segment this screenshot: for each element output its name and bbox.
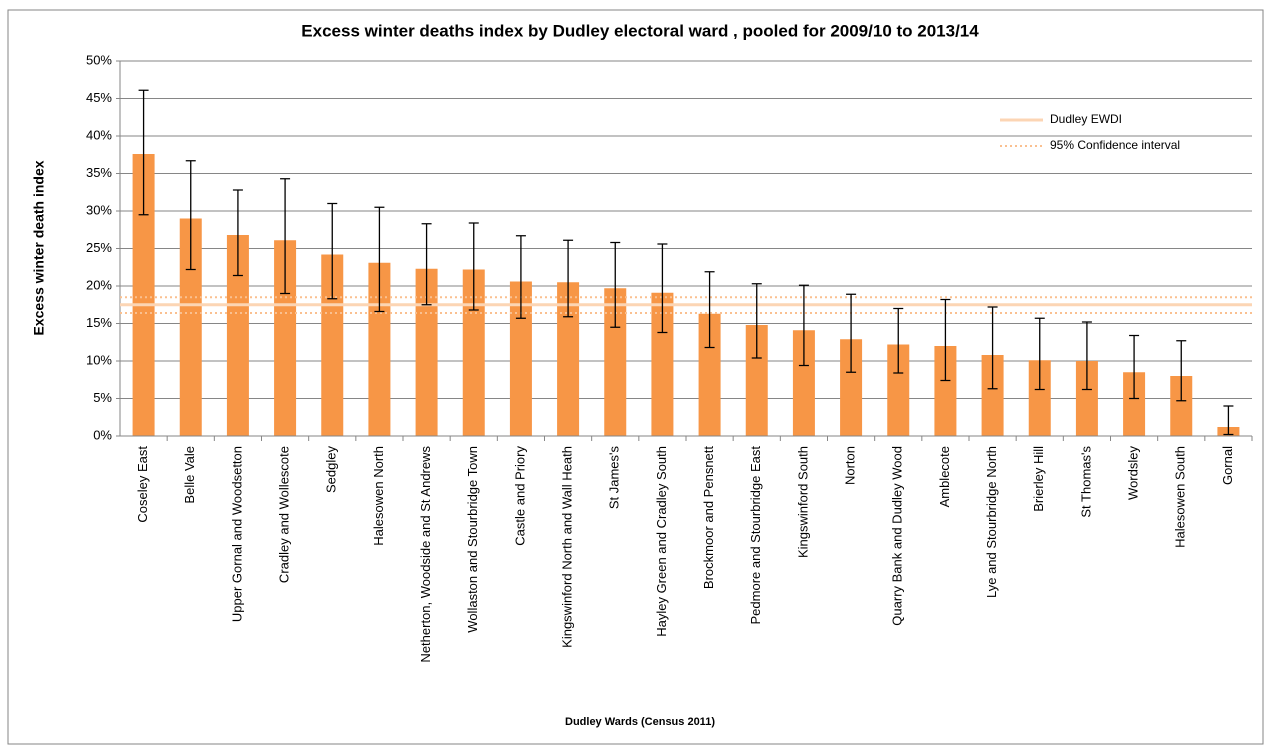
x-tick-label: Norton bbox=[843, 446, 858, 485]
bar bbox=[887, 344, 910, 436]
error-bar bbox=[987, 306, 998, 390]
x-tick-label: Kingswinford South bbox=[795, 446, 810, 558]
y-tick-label: 25% bbox=[86, 240, 112, 255]
error-bar bbox=[468, 222, 479, 311]
chart-border bbox=[7, 9, 1264, 745]
y-tick-label: 50% bbox=[86, 52, 112, 67]
x-tick-label: Brockmoor and Pensnett bbox=[701, 446, 716, 589]
x-tick-label: Upper Gornal and Woodsetton bbox=[229, 446, 244, 622]
y-tick-label: 15% bbox=[86, 315, 112, 330]
bar bbox=[415, 268, 438, 436]
bar bbox=[557, 282, 580, 436]
x-tick-label: Castle and Priory bbox=[512, 446, 527, 546]
y-tick-label: 40% bbox=[86, 127, 112, 142]
error-bar bbox=[1034, 317, 1045, 391]
chart-title: Excess winter deaths index by Dudley ele… bbox=[301, 21, 979, 40]
y-tick-label: 0% bbox=[93, 427, 112, 442]
error-bar bbox=[232, 189, 243, 277]
legend-label: Dudley EWDI bbox=[1050, 112, 1122, 126]
bar bbox=[792, 330, 815, 436]
error-bar bbox=[846, 293, 857, 373]
x-tick-label: Kingswinford North and Wall Heath bbox=[560, 446, 575, 648]
error-bar bbox=[610, 241, 621, 328]
x-tick-label: Netherton, Woodside and St Andrews bbox=[418, 446, 433, 663]
bar bbox=[1170, 376, 1193, 436]
x-tick-label: St Thomas's bbox=[1078, 446, 1093, 518]
x-tick-label: St James's bbox=[607, 446, 622, 510]
error-bar bbox=[1176, 340, 1187, 402]
error-bar bbox=[563, 239, 574, 318]
error-bar bbox=[1129, 334, 1140, 400]
bar bbox=[840, 339, 863, 436]
bar bbox=[604, 288, 627, 436]
error-bar bbox=[657, 243, 668, 334]
x-tick-label: Cradley and Wollescote bbox=[277, 446, 292, 583]
error-bar bbox=[280, 178, 291, 295]
bar bbox=[934, 346, 957, 436]
error-bar bbox=[138, 89, 149, 216]
x-tick-label: Wordsley bbox=[1126, 446, 1141, 500]
y-tick-label: 35% bbox=[86, 165, 112, 180]
x-tick-label: Pedmore and Stourbridge East bbox=[748, 446, 763, 625]
y-axis-title: Excess winter death index bbox=[31, 160, 47, 335]
error-bar bbox=[421, 223, 432, 306]
error-bar bbox=[893, 307, 904, 374]
bar bbox=[745, 325, 768, 436]
x-tick-label: Amblecote bbox=[937, 446, 952, 507]
x-tick-label: Gornal bbox=[1220, 446, 1235, 485]
bar bbox=[1075, 361, 1098, 436]
error-bar bbox=[185, 160, 196, 271]
error-bar bbox=[940, 298, 951, 382]
x-tick-label: Brierley Hill bbox=[1031, 446, 1046, 512]
bar bbox=[509, 281, 532, 436]
bar bbox=[698, 313, 721, 436]
y-tick-label: 20% bbox=[86, 277, 112, 292]
error-bar bbox=[515, 235, 526, 319]
bar bbox=[1028, 360, 1051, 436]
error-bar bbox=[374, 206, 385, 313]
y-tick-label: 10% bbox=[86, 352, 112, 367]
bar bbox=[1123, 372, 1146, 436]
error-bar bbox=[1081, 321, 1092, 391]
legend-label: 95% Confidence interval bbox=[1050, 138, 1180, 152]
bar bbox=[226, 235, 249, 436]
bar bbox=[462, 269, 485, 436]
bar bbox=[321, 254, 344, 436]
error-bar bbox=[1223, 405, 1234, 436]
bar bbox=[132, 154, 155, 436]
x-tick-label: Quarry Bank and Dudley Wood bbox=[890, 446, 905, 626]
y-tick-label: 5% bbox=[93, 390, 112, 405]
x-axis-title: Dudley Wards (Census 2011) bbox=[565, 716, 715, 728]
x-tick-label: Lye and Stourbridge North bbox=[984, 446, 999, 598]
error-bar bbox=[704, 271, 715, 349]
bar bbox=[651, 292, 674, 436]
x-tick-label: Coseley East bbox=[135, 446, 150, 523]
x-tick-label: Belle Vale bbox=[182, 446, 197, 504]
x-tick-label: Wollaston and Stourbridge Town bbox=[465, 446, 480, 633]
bar bbox=[274, 240, 297, 436]
bar bbox=[179, 218, 202, 436]
x-tick-label: Halesowen North bbox=[371, 446, 386, 546]
error-bar bbox=[798, 284, 809, 367]
x-tick-label: Halesowen South bbox=[1173, 446, 1188, 548]
bar bbox=[981, 355, 1004, 436]
y-tick-label: 45% bbox=[86, 90, 112, 105]
y-tick-label: 30% bbox=[86, 202, 112, 217]
x-tick-label: Hayley Green and Cradley South bbox=[654, 446, 669, 637]
error-bar bbox=[327, 202, 338, 300]
error-bar bbox=[751, 283, 762, 359]
x-tick-label: Sedgley bbox=[324, 446, 339, 493]
